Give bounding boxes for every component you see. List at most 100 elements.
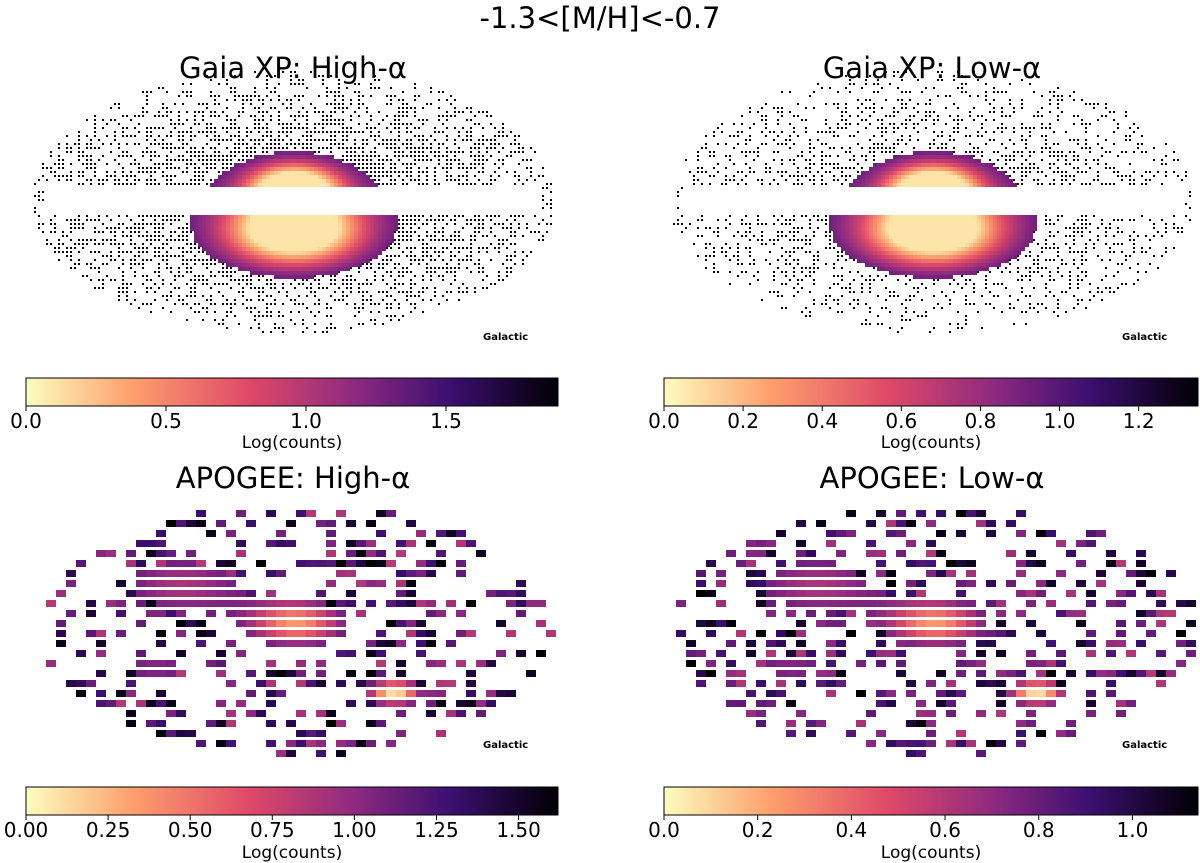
map-pixel — [929, 239, 933, 243]
map-pixel — [230, 167, 234, 171]
map-pixel — [913, 223, 917, 227]
map-pixel — [370, 251, 374, 255]
map-pixel — [118, 147, 120, 149]
map-pixel — [250, 115, 252, 117]
map-pixel — [1121, 175, 1123, 177]
map-pixel — [1061, 171, 1063, 173]
map-pixel — [146, 179, 148, 181]
map-pixel — [262, 227, 266, 231]
map-pixel — [1021, 183, 1023, 185]
map-pixel — [414, 155, 416, 157]
map-pixel — [306, 271, 310, 275]
map-pixel — [182, 83, 184, 85]
map-pixel — [837, 239, 841, 243]
map-pixel — [881, 235, 885, 239]
map-pixel — [518, 215, 520, 217]
map-pixel — [885, 235, 889, 239]
map-pixel — [530, 147, 532, 149]
map-pixel — [350, 219, 354, 223]
map-pixel — [1045, 135, 1047, 137]
map-pixel — [294, 163, 298, 167]
map-pixel — [90, 147, 92, 149]
map-pixel — [338, 171, 342, 175]
map-pixel — [841, 247, 845, 251]
map-pixel — [777, 123, 779, 125]
map-pixel — [977, 235, 981, 239]
map-pixel — [837, 227, 841, 231]
map-pixel — [426, 119, 428, 121]
map-pixel — [302, 331, 304, 333]
map-pixel — [1097, 143, 1099, 145]
map-pixel — [977, 95, 979, 97]
map-pixel — [350, 151, 352, 153]
map-pixel — [334, 283, 336, 285]
map-pixel — [709, 155, 711, 157]
map-pixel — [254, 227, 258, 231]
map-pixel — [358, 175, 362, 179]
map-pixel — [210, 131, 212, 133]
map-pixel — [266, 303, 268, 305]
map-pixel — [749, 247, 751, 249]
map-pixel — [362, 219, 366, 223]
map-pixel — [1189, 191, 1191, 193]
map-pixel — [977, 151, 979, 153]
map-pixel — [270, 183, 274, 187]
map-pixel — [741, 219, 743, 221]
map-pixel — [114, 259, 116, 261]
map-pixel — [118, 255, 120, 257]
map-pixel — [58, 163, 60, 165]
map-pixel — [378, 163, 380, 165]
map-pixel — [837, 135, 839, 137]
map-pixel — [238, 171, 242, 175]
map-pixel — [354, 307, 356, 309]
map-pixel — [941, 71, 943, 73]
map-pixel — [366, 183, 370, 187]
map-pixel — [282, 331, 284, 333]
map-pixel — [1013, 171, 1015, 173]
map-pixel — [38, 223, 40, 225]
map-pixel — [330, 259, 334, 263]
map-pixel — [218, 223, 222, 227]
map-pixel — [386, 219, 390, 223]
map-pixel — [474, 183, 476, 185]
map-pixel — [937, 151, 941, 155]
map-pixel — [234, 119, 236, 121]
map-pixel — [885, 215, 889, 219]
map-pixel — [893, 159, 897, 163]
map-pixel — [945, 183, 949, 187]
map-pixel — [310, 171, 314, 175]
map-pixel — [398, 219, 400, 221]
map-pixel — [310, 263, 314, 267]
map-pixel — [146, 251, 148, 253]
map-pixel — [1129, 175, 1131, 177]
map-pixel — [178, 239, 180, 241]
map-pixel — [250, 243, 254, 247]
map-pixel — [218, 271, 220, 273]
map-pixel — [150, 143, 152, 145]
map-pixel — [202, 235, 206, 239]
map-pixel — [534, 151, 536, 153]
map-pixel — [142, 263, 144, 265]
map-pixel — [929, 167, 933, 171]
map-pixel — [298, 235, 302, 239]
map-pixel — [398, 123, 400, 125]
map-pixel — [198, 151, 200, 153]
map-pixel — [845, 219, 849, 223]
map-pixel — [933, 175, 937, 179]
map-pixel — [761, 183, 763, 185]
map-pixel — [326, 307, 328, 309]
map-pixel — [134, 223, 136, 225]
map-pixel — [1101, 115, 1103, 117]
map-pixel — [869, 223, 873, 227]
map-pixel — [330, 131, 332, 133]
map-pixel — [410, 239, 412, 241]
map-pixel — [78, 147, 80, 149]
map-pixel — [226, 263, 230, 267]
map-pixel — [801, 119, 803, 121]
map-pixel — [298, 79, 300, 81]
map-pixel — [374, 147, 376, 149]
map-pixel — [358, 103, 360, 105]
map-pixel — [466, 175, 468, 177]
map-pixel — [765, 223, 767, 225]
map-pixel — [745, 215, 747, 217]
